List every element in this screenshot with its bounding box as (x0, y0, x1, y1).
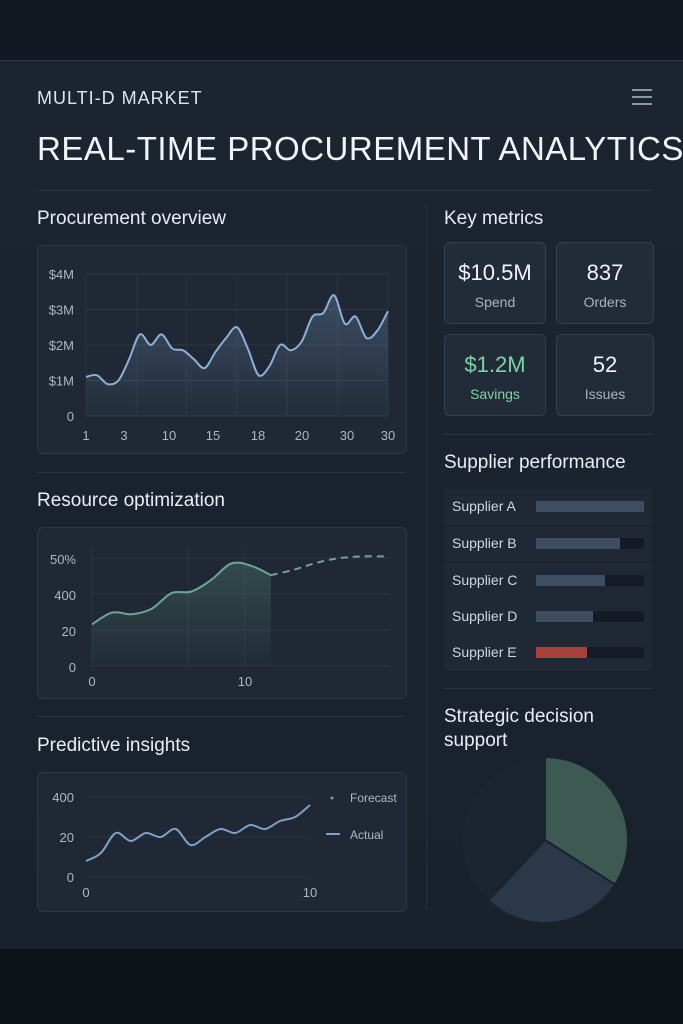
supplier-row[interactable]: Supplier D (444, 599, 652, 636)
section-divider (37, 472, 405, 473)
supplier-bar-track (536, 501, 644, 512)
x-tick-label: 1 (82, 428, 89, 443)
resource-optimization-card: 50% 400 20 0 0 10 (37, 527, 407, 699)
procurement-overview-heading: Procurement overview (37, 208, 227, 229)
y-tick-label: 400 (54, 588, 76, 603)
x-tick-label: 15 (206, 428, 220, 443)
section-divider (444, 688, 652, 689)
supplier-bar-track (536, 611, 644, 622)
y-tick-label: 0 (67, 409, 74, 424)
strategic-heading-line2: support (444, 730, 508, 751)
header-divider (37, 190, 652, 191)
strategic-pie-chart (461, 755, 629, 924)
resource-actual-line (91, 561, 272, 626)
supplier-name: Supplier D (452, 608, 518, 624)
metric-value: 837 (586, 260, 624, 285)
x-tick-label: 10 (162, 428, 176, 443)
top-backdrop (0, 0, 683, 60)
resource-optimization-heading: Resource optimization (37, 490, 225, 511)
y-tick-label: $4M (49, 267, 74, 282)
x-tick-label: 10 (238, 674, 252, 689)
y-tick-label: 50% (50, 552, 76, 567)
supplier-name: Supplier E (452, 644, 517, 660)
supplier-bar-track (536, 575, 644, 586)
section-divider (37, 716, 405, 717)
supplier-row[interactable]: Supplier A (444, 489, 652, 526)
pie-slice (486, 838, 617, 924)
section-divider (444, 434, 652, 435)
forecast-legend-label: Forecast (350, 791, 397, 805)
brand-name: MULTI-D MARKET (37, 88, 203, 108)
y-tick-label: 20 (60, 830, 74, 845)
supplier-performance-heading: Supplier performance (444, 452, 626, 473)
metric-value: $10.5M (458, 260, 532, 285)
y-tick-label: 0 (67, 870, 74, 885)
y-tick-label: $1M (49, 374, 74, 389)
metric-label: Orders (583, 294, 627, 310)
supplier-row[interactable]: Supplier B (444, 526, 652, 563)
metric-label: Issues (584, 386, 626, 402)
metric-label: Savings (470, 386, 520, 402)
hamburger-menu-icon[interactable] (632, 89, 652, 105)
x-tick-label: 0 (88, 674, 95, 689)
metric-card-spend[interactable]: $10.5M Spend (444, 242, 546, 324)
y-tick-label: 400 (52, 790, 74, 805)
procurement-area (86, 295, 388, 416)
strategic-heading-line1: Strategic decision (444, 706, 594, 727)
y-tick-label: $2M (49, 338, 74, 353)
metric-card-savings[interactable]: $1.2M Savings (444, 334, 546, 416)
y-tick-label: 20 (62, 624, 76, 639)
bottom-backdrop (0, 949, 683, 1024)
metric-label: Spend (474, 294, 516, 310)
x-tick-label: 10 (303, 885, 317, 900)
forecast-legend-marker (330, 796, 334, 800)
procurement-overview-card: $4M $3M $2M $1M 0 1 3 10 15 18 20 30 30 (37, 245, 407, 454)
procurement-overview-chart: $4M $3M $2M $1M 0 1 3 10 15 18 20 30 30 (49, 267, 396, 443)
supplier-name: Supplier B (452, 535, 517, 551)
supplier-bar (536, 611, 594, 622)
x-tick-label: 0 (82, 885, 89, 900)
y-tick-label: $3M (49, 303, 74, 318)
x-tick-label: 3 (120, 428, 127, 443)
resource-projection-line (270, 555, 387, 577)
column-divider (426, 205, 427, 910)
x-tick-label: 30 (381, 428, 395, 443)
supplier-name: Supplier A (452, 498, 516, 514)
x-tick-label: 18 (251, 428, 265, 443)
x-tick-label: 30 (340, 428, 354, 443)
x-tick-label: 20 (295, 428, 309, 443)
supplier-bar (536, 647, 587, 658)
predictive-insights-heading: Predictive insights (37, 735, 191, 756)
actual-legend-label: Actual (350, 828, 383, 842)
procurement-line (85, 294, 389, 386)
metric-value: $1.2M (464, 352, 526, 377)
resource-area (92, 562, 271, 666)
supplier-name: Supplier C (452, 572, 518, 588)
supplier-bar-track (536, 538, 644, 549)
predictive-line (85, 804, 311, 862)
y-tick-label: 0 (69, 660, 76, 675)
predictive-insights-card: 400 20 0 0 10 Forecast Actual (37, 772, 407, 912)
page-title: REAL-TIME PROCUREMENT ANALYTICS (37, 130, 683, 167)
supplier-row[interactable]: Supplier C (444, 563, 652, 600)
metric-value: 52 (592, 352, 618, 377)
supplier-row[interactable]: Supplier E (444, 635, 652, 672)
supplier-bar (536, 575, 606, 586)
key-metrics-heading: Key metrics (444, 208, 544, 229)
supplier-bar (536, 501, 644, 512)
metric-card-orders[interactable]: 837 Orders (556, 242, 654, 324)
supplier-bar-track (536, 647, 644, 658)
supplier-bar (536, 538, 621, 549)
pie-slice (461, 755, 546, 902)
metric-card-issues[interactable]: 52 Issues (556, 334, 654, 416)
